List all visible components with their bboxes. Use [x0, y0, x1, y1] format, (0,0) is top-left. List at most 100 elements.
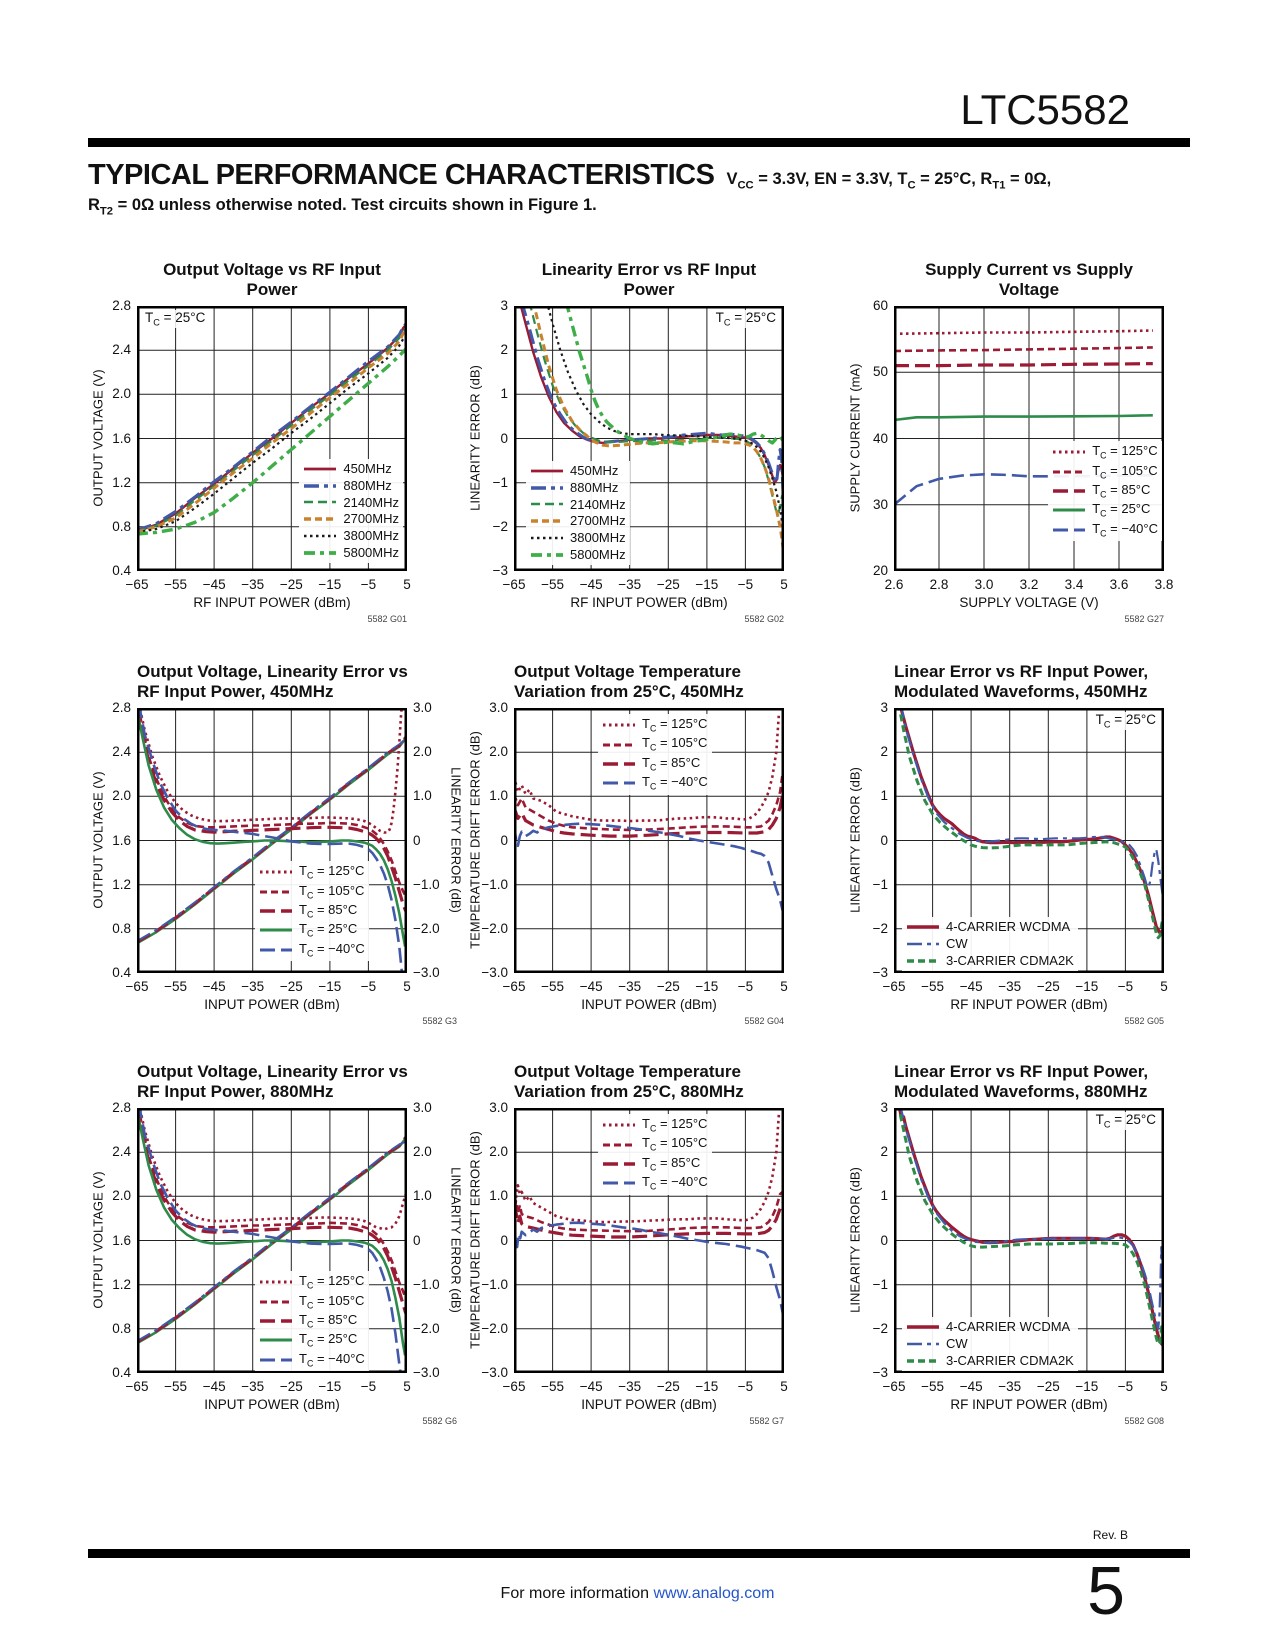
legend-label: TC = 125°C — [299, 1273, 365, 1291]
x-tick-label: −45 — [959, 1379, 983, 1394]
series-880MHz — [137, 321, 407, 532]
y-tick-label: 3 — [880, 1100, 888, 1115]
footer-rule — [88, 1549, 1190, 1558]
y-tick-label: −2 — [872, 920, 888, 936]
x-axis-label: RF INPUT POWER (dBm) — [193, 595, 351, 610]
legend-line-sample — [260, 928, 292, 932]
plot-area: TC = 25°C 450MHz 880MHz 2140MHz 2700MHz 3800M… — [137, 306, 407, 571]
legend-line-sample — [603, 762, 635, 766]
legend-label: 5800MHz — [570, 547, 626, 563]
legend-label: TC = 105°C — [299, 1292, 365, 1311]
legend-label: TC = −40°C — [642, 1174, 708, 1192]
y-tick-label: 60 — [872, 298, 888, 313]
chart-5582-g05: Linear Error vs RF Input Power, Modulated… — [842, 650, 1222, 1030]
legend-label: 3-CARRIER CDMA2K — [946, 1353, 1074, 1369]
legend-line-sample — [260, 1358, 292, 1362]
y-tick-label: 2.0 — [112, 386, 131, 402]
chart-title: Output Voltage vs RF Input Power — [163, 259, 381, 299]
legend-item: 3800MHz — [530, 530, 626, 546]
legend-item: 880MHz — [530, 480, 626, 496]
legend-item: TC = 105°C — [1052, 463, 1158, 481]
legend-line-sample — [603, 1181, 635, 1185]
x-tick-label: −15 — [1075, 1379, 1099, 1394]
legend-label: TC = 25°C — [299, 921, 358, 939]
y-tick-label: 3 — [500, 298, 508, 313]
y-tick-label: −1 — [872, 876, 888, 892]
legend-label: CW — [946, 936, 968, 952]
y-tick-label: 0 — [880, 1232, 888, 1248]
x-tick-label: −5 — [1117, 1379, 1134, 1394]
legend-line-sample — [603, 781, 635, 785]
legend-line-sample — [260, 1319, 292, 1323]
legend-label: 5800MHz — [343, 545, 399, 561]
legend-line-sample — [907, 1342, 939, 1346]
legend-item: TC = 85°C — [259, 902, 365, 920]
chart-title: Output Voltage Temperature Variation from… — [514, 661, 744, 701]
legend-line-sample — [1053, 508, 1086, 512]
x-tick-label: −65 — [502, 979, 526, 994]
y-tick-label: 2.0 — [112, 1188, 131, 1204]
series-WCDMA — [897, 1108, 1164, 1348]
x-tick-label: −65 — [882, 1379, 906, 1394]
y-tick-label: 0 — [500, 1232, 508, 1248]
y-tick-label: 2.8 — [112, 1100, 131, 1115]
series-LE-85C — [137, 1108, 407, 1314]
x-tick-label: 5 — [780, 1379, 788, 1394]
legend-line-sample — [304, 467, 337, 471]
legend: 4-CARRIER WCDMA CW 3-CARRIER CDMA2K — [902, 917, 1078, 971]
legend-label: TC = 85°C — [642, 1154, 701, 1173]
legend-item: 4-CARRIER WCDMA — [906, 1319, 1074, 1335]
legend-label: 450MHz — [343, 460, 392, 476]
y2-tick-label: 3.0 — [413, 700, 432, 715]
legend-item: TC = −40°C — [602, 1174, 708, 1192]
y-tick-label: 3.0 — [489, 700, 508, 715]
legend-item: 2700MHz — [303, 511, 399, 527]
part-number: LTC5582 — [960, 86, 1130, 133]
legend-item: TC = 125°C — [259, 863, 365, 881]
series--40C — [514, 1221, 784, 1314]
x-tick-label: −15 — [695, 979, 719, 994]
legend-line-sample — [531, 536, 563, 540]
x-axis-label: RF INPUT POWER (dBm) — [950, 1397, 1108, 1412]
plot-area: TC = 25°C 4-CARRIER WCDMA CW 3-CARRIER CDMA… — [894, 708, 1164, 973]
legend-item: 3-CARRIER CDMA2K — [906, 953, 1074, 969]
plot-area: TC = 25°C 4-CARRIER WCDMA CW 3-CARRIER CDMA… — [894, 1108, 1164, 1373]
analog-website-link[interactable]: www.analog.com — [653, 1585, 775, 1602]
y-tick-label: 2.0 — [489, 1144, 508, 1160]
legend-label: TC = 85°C — [299, 1311, 358, 1330]
legend-item: TC = 105°C — [602, 1135, 708, 1153]
legend-label: 3800MHz — [343, 528, 399, 544]
y2-tick-label: −1.0 — [413, 1276, 440, 1292]
x-tick-label: −35 — [998, 979, 1022, 994]
plot-area: TC = 125°C TC = 105°C TC = 85°C TC = 25°C TC… — [137, 708, 407, 973]
legend-item: TC = 85°C — [1052, 482, 1158, 500]
x-axis-label: INPUT POWER (dBm) — [204, 1397, 340, 1412]
legend-line-sample — [531, 469, 563, 473]
legend-label: TC = 105°C — [642, 735, 708, 753]
x-tick-label: 3.0 — [974, 577, 994, 592]
chart-5582-g02: Linearity Error vs RF Input Power LINEARI… — [462, 248, 842, 628]
y-tick-label: 1.2 — [112, 474, 131, 490]
legend-label: TC = 125°C — [299, 863, 365, 881]
x-tick-label: −65 — [125, 577, 149, 592]
legend-line-sample — [531, 503, 563, 506]
legend-item: TC = 125°C — [602, 716, 708, 734]
legend: TC = 125°C TC = 105°C TC = 85°C TC = −40°C — [598, 1114, 712, 1195]
x-tick-label: 5 — [780, 577, 788, 592]
x-tick-label: −15 — [695, 577, 719, 592]
legend-item: TC = −40°C — [1052, 521, 1158, 539]
test-conditions-line2: RT2 = 0Ω unless otherwise noted. Test ci… — [88, 195, 597, 218]
y-tick-label: 2.8 — [112, 700, 131, 715]
legend-item: 2700MHz — [530, 513, 626, 529]
y-tick-label: 2 — [500, 342, 508, 358]
legend-line-sample — [603, 1123, 635, 1127]
x-tick-label: −15 — [318, 979, 342, 994]
legend-line-sample — [1053, 489, 1086, 493]
legend: TC = 125°C TC = 105°C TC = 85°C TC = −40°C — [598, 714, 712, 795]
series-5800MHz — [137, 346, 407, 536]
x-tick-label: −15 — [1075, 979, 1099, 994]
legend: TC = 125°C TC = 105°C TC = 85°C TC = 25°C TC… — [255, 1271, 369, 1371]
x-tick-label: −15 — [695, 1379, 719, 1394]
legend-item: TC = 125°C — [602, 1116, 708, 1134]
legend-label: TC = 105°C — [1092, 462, 1158, 481]
